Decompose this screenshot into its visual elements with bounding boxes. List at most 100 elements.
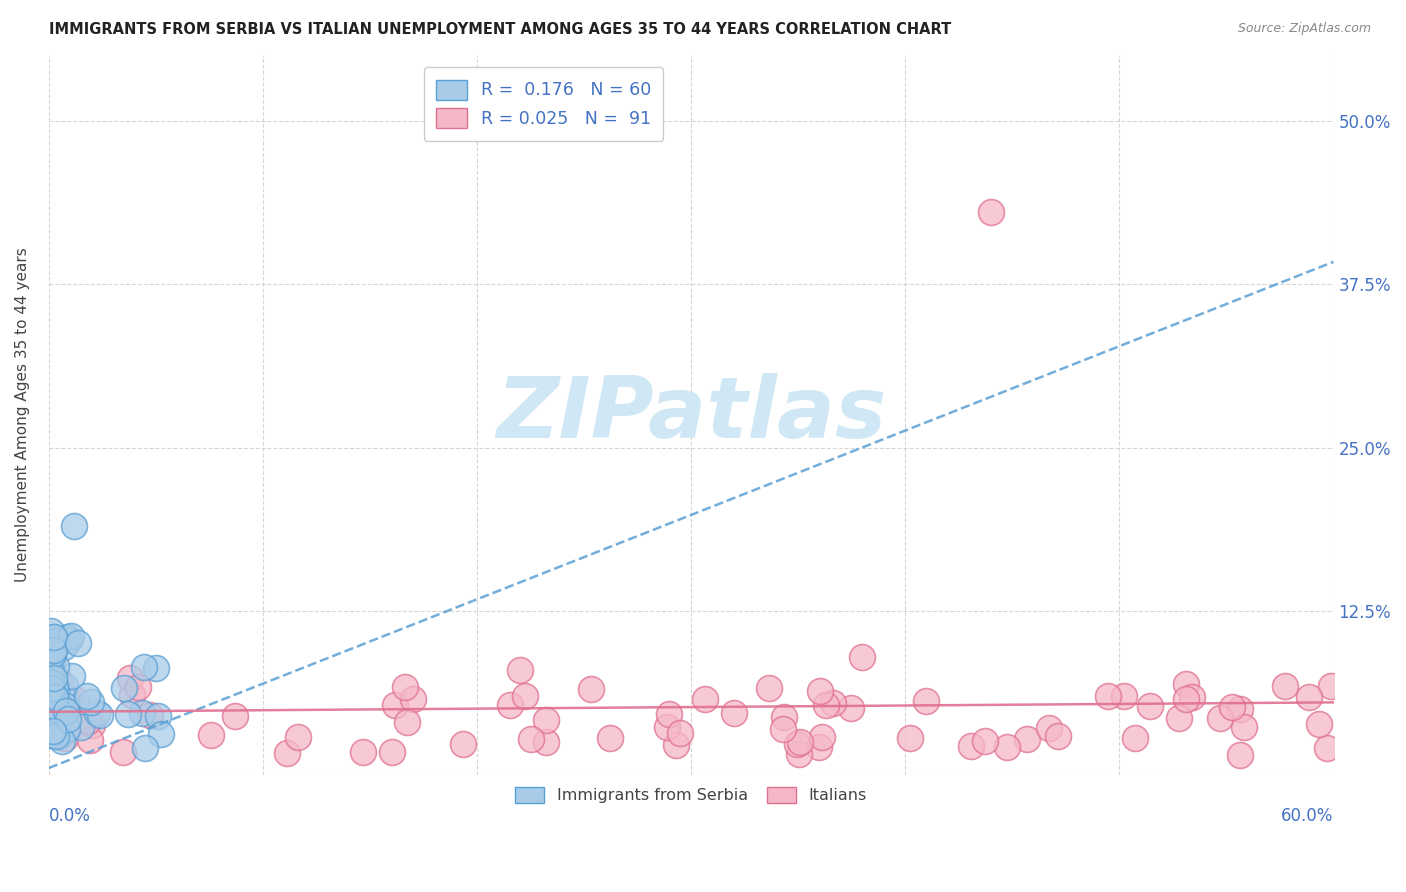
Point: [55, 719, 77, 733]
Point: [76, 714, 98, 729]
Point: [39, 688, 62, 702]
Point: [58, 702, 80, 716]
Point: [55, 704, 77, 718]
Point: [45, 684, 67, 698]
Point: [39, 639, 62, 653]
Point: [1229, 701, 1251, 715]
Point: [1316, 740, 1339, 755]
Point: [224, 709, 246, 723]
Point: [76, 714, 98, 729]
Point: [655, 721, 678, 735]
Point: [86, 706, 108, 720]
Point: [46, 687, 69, 701]
Point: [48, 706, 70, 721]
Point: [79, 732, 101, 747]
Point: [149, 727, 172, 741]
Point: [80, 695, 103, 709]
Point: [39, 704, 62, 718]
Point: [1097, 690, 1119, 704]
Point: [1181, 690, 1204, 705]
Text: Source: ZipAtlas.com: Source: ZipAtlas.com: [1237, 22, 1371, 36]
Point: [49, 698, 72, 713]
Text: 60.0%: 60.0%: [1281, 807, 1333, 825]
Point: [53, 640, 76, 654]
Point: [42, 671, 65, 685]
Point: [758, 681, 780, 695]
Point: [519, 731, 541, 746]
Point: [814, 698, 837, 713]
Point: [39, 715, 62, 730]
Point: [76, 689, 98, 703]
Point: [401, 692, 423, 706]
Point: [352, 745, 374, 759]
Point: [1320, 679, 1343, 693]
Point: [200, 728, 222, 742]
Point: [451, 737, 474, 751]
Point: [139, 708, 162, 723]
Point: [39, 676, 62, 690]
Point: [1038, 721, 1060, 735]
Point: [974, 734, 997, 748]
Point: [1175, 677, 1198, 691]
Point: [980, 205, 1002, 219]
Point: [44, 690, 66, 704]
Point: [1168, 710, 1191, 724]
Point: [51, 688, 73, 702]
Point: [59, 629, 82, 643]
Point: [45, 710, 67, 724]
Point: [599, 731, 621, 745]
Point: [381, 745, 404, 759]
Point: [665, 739, 688, 753]
Point: [41, 656, 63, 670]
Point: [45, 634, 67, 648]
Point: [134, 660, 156, 674]
Point: [498, 698, 520, 712]
Point: [45, 729, 67, 743]
Point: [53, 731, 76, 745]
Point: [959, 739, 981, 753]
Text: 0.0%: 0.0%: [49, 807, 90, 825]
Point: [807, 740, 830, 755]
Point: [41, 723, 63, 738]
Point: [276, 747, 298, 761]
Point: [693, 692, 716, 706]
Text: IMMIGRANTS FROM SERBIA VS ITALIAN UNEMPLOYMENT AMONG AGES 35 TO 44 YEARS CORRELA: IMMIGRANTS FROM SERBIA VS ITALIAN UNEMPL…: [49, 22, 952, 37]
Point: [789, 735, 811, 749]
Point: [394, 681, 416, 695]
Point: [1229, 747, 1251, 762]
Point: [39, 681, 62, 696]
Point: [42, 698, 65, 712]
Point: [127, 680, 149, 694]
Point: [42, 630, 65, 644]
Point: [58, 712, 80, 726]
Point: [1233, 720, 1256, 734]
Point: [1308, 716, 1330, 731]
Point: [851, 649, 873, 664]
Point: [39, 728, 62, 742]
Point: [1139, 698, 1161, 713]
Point: [823, 697, 845, 711]
Point: [131, 706, 153, 720]
Point: [723, 706, 745, 721]
Point: [668, 725, 690, 739]
Point: [121, 688, 143, 702]
Point: [63, 519, 86, 533]
Point: [39, 674, 62, 689]
Point: [42, 630, 65, 644]
Point: [1222, 699, 1244, 714]
Point: [89, 708, 111, 723]
Point: [41, 723, 63, 738]
Point: [70, 721, 93, 735]
Point: [287, 731, 309, 745]
Point: [111, 745, 134, 759]
Point: [120, 672, 142, 686]
Point: [1123, 731, 1146, 745]
Point: [900, 731, 922, 746]
Point: [39, 624, 62, 638]
Text: ZIPatlas: ZIPatlas: [496, 374, 886, 457]
Point: [44, 683, 66, 698]
Point: [808, 683, 831, 698]
Point: [42, 706, 65, 721]
Point: [112, 681, 135, 695]
Point: [513, 690, 536, 704]
